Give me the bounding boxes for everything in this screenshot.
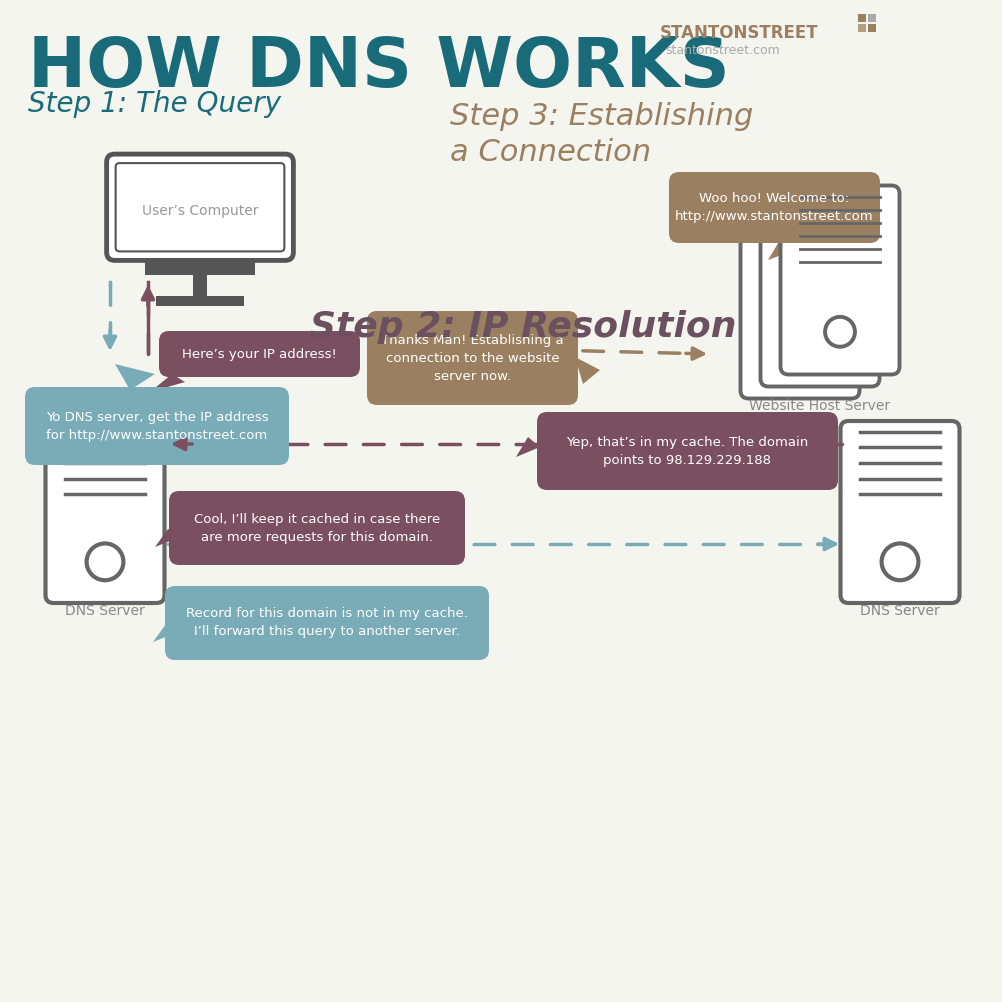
FancyBboxPatch shape xyxy=(740,209,860,399)
Text: Yo DNS server, get the IP address
for http://www.stantonstreet.com: Yo DNS server, get the IP address for ht… xyxy=(46,411,269,442)
FancyBboxPatch shape xyxy=(115,163,285,252)
Text: Cool, I’ll keep it cached in case there
are more requests for this domain.: Cool, I’ll keep it cached in case there … xyxy=(193,512,440,543)
Polygon shape xyxy=(150,374,185,392)
FancyBboxPatch shape xyxy=(45,421,164,603)
Text: DNS Server: DNS Server xyxy=(860,604,940,618)
FancyBboxPatch shape xyxy=(25,387,289,465)
Text: Step 1: The Query: Step 1: The Query xyxy=(28,90,281,118)
FancyBboxPatch shape xyxy=(159,331,360,377)
Text: stantonstreet.com: stantonstreet.com xyxy=(665,44,780,57)
FancyBboxPatch shape xyxy=(781,185,900,375)
Circle shape xyxy=(86,543,123,580)
Polygon shape xyxy=(516,437,540,457)
Bar xyxy=(192,275,207,297)
FancyBboxPatch shape xyxy=(761,197,880,387)
Polygon shape xyxy=(768,240,795,260)
Bar xyxy=(868,24,876,32)
FancyBboxPatch shape xyxy=(669,172,880,243)
Polygon shape xyxy=(575,357,600,384)
FancyBboxPatch shape xyxy=(169,491,465,565)
Text: Website Host Server: Website Host Server xyxy=(749,399,891,413)
Text: DNS Server: DNS Server xyxy=(65,604,145,618)
Bar xyxy=(156,297,243,307)
Circle shape xyxy=(825,317,855,347)
Text: STANTONSTREET: STANTONSTREET xyxy=(660,24,819,42)
Bar xyxy=(858,14,866,22)
Text: Woo hoo! Welcome to:
http://www.stantonstreet.com: Woo hoo! Welcome to: http://www.stantons… xyxy=(675,192,874,223)
Bar xyxy=(868,14,876,22)
Text: HOW DNS WORKS: HOW DNS WORKS xyxy=(28,34,729,101)
FancyBboxPatch shape xyxy=(367,311,578,405)
Polygon shape xyxy=(155,529,180,547)
Circle shape xyxy=(805,329,835,359)
Text: Here’s your IP address!: Here’s your IP address! xyxy=(182,348,337,361)
Text: User’s Computer: User’s Computer xyxy=(141,203,259,217)
Text: Thanks Man! Establishing a
connection to the website
server now.: Thanks Man! Establishing a connection to… xyxy=(381,334,564,383)
Text: Record for this domain is not in my cache.
I’ll forward this query to another se: Record for this domain is not in my cach… xyxy=(186,607,468,638)
Text: Yep, that’s in my cache. The domain
points to 98.129.229.188: Yep, that’s in my cache. The domain poin… xyxy=(566,436,809,467)
Text: Step 2: IP Resolution: Step 2: IP Resolution xyxy=(310,310,736,344)
FancyBboxPatch shape xyxy=(165,586,489,660)
Polygon shape xyxy=(115,364,155,390)
Polygon shape xyxy=(153,624,178,642)
FancyBboxPatch shape xyxy=(106,154,294,261)
Circle shape xyxy=(882,543,919,580)
Text: Step 3: Establishing
a Connection: Step 3: Establishing a Connection xyxy=(450,102,754,167)
Bar xyxy=(145,259,255,275)
Bar xyxy=(858,24,866,32)
FancyBboxPatch shape xyxy=(841,421,960,603)
Circle shape xyxy=(785,341,815,371)
FancyBboxPatch shape xyxy=(537,412,838,490)
